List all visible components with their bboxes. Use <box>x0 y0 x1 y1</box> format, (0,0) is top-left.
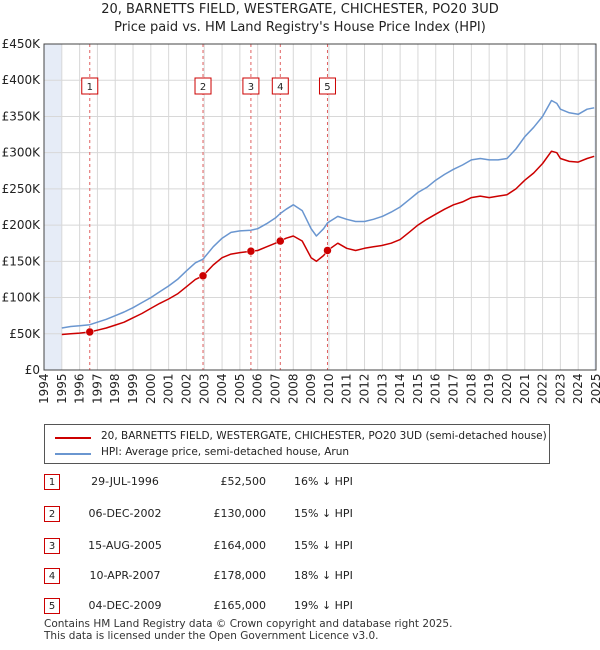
x-tick-label: 2013 <box>375 373 389 404</box>
transaction-number-badge: 2 <box>44 506 60 522</box>
x-tick-label: 2015 <box>411 373 425 404</box>
y-tick-label: £200K <box>2 218 42 232</box>
y-tick-label: £0 <box>25 363 40 377</box>
transaction-hpi-diff: 18% ↓ HPI <box>294 569 353 582</box>
transaction-price: £178,000 <box>213 569 267 582</box>
transaction-date: 15-AUG-2005 <box>88 539 162 552</box>
plot-border <box>43 43 597 371</box>
legend-label-price-paid: 20, BARNETTS FIELD, WESTERGATE, CHICHEST… <box>101 430 547 442</box>
sale-number-box <box>271 77 289 95</box>
transaction-hpi-diff: 15% ↓ HPI <box>294 507 353 520</box>
sale-number-label: 1 <box>87 82 93 93</box>
x-tick-label: 2000 <box>144 373 158 404</box>
transaction-number-badge: 4 <box>44 568 60 584</box>
footer-licence: This data is licensed under the Open Gov… <box>44 630 379 642</box>
x-tick-label: 2008 <box>286 373 300 404</box>
sale-number-box <box>194 77 212 95</box>
hpi-series-line <box>61 99 595 329</box>
x-tick-label: 2003 <box>197 373 211 404</box>
y-tick-label: £150K <box>2 254 42 268</box>
x-tick-label: 1995 <box>55 373 69 404</box>
legend: 20, BARNETTS FIELD, WESTERGATE, CHICHEST… <box>44 424 550 464</box>
transaction-hpi-diff: 15% ↓ HPI <box>294 539 353 552</box>
x-tick-label: 2004 <box>215 373 229 404</box>
x-tick-label: 2024 <box>571 373 585 404</box>
x-tick-label: 2022 <box>536 373 550 404</box>
x-tick-label: 1998 <box>108 373 122 404</box>
x-tick-label: 2010 <box>322 373 336 404</box>
x-tick-label: 1994 <box>37 373 51 404</box>
x-tick-label: 2025 <box>589 373 600 404</box>
y-tick-label: £350K <box>2 109 42 123</box>
y-tick-label: £250K <box>2 182 42 196</box>
legend-swatch-price-paid <box>55 437 91 439</box>
transaction-number-badge: 1 <box>44 474 60 490</box>
sale-point <box>246 246 256 256</box>
chart-subtitle: Price paid vs. HM Land Registry's House … <box>114 20 486 35</box>
x-tick-label: 2007 <box>268 373 282 404</box>
sale-point <box>276 236 285 246</box>
shaded-range <box>594 44 596 370</box>
x-tick-label: 2002 <box>179 373 193 404</box>
sale-number-box <box>81 77 99 95</box>
x-tick-label: 2012 <box>358 373 372 404</box>
transaction-number-badge: 5 <box>44 598 60 614</box>
sale-number-box <box>242 77 260 95</box>
shaded-range <box>44 44 62 370</box>
transaction-date: 04-DEC-2009 <box>88 599 162 612</box>
x-tick-label: 1997 <box>90 373 104 404</box>
sale-point <box>323 246 332 255</box>
y-tick-label: £400K <box>2 73 42 87</box>
transaction-price: £165,000 <box>213 599 267 612</box>
legend-label-hpi: HPI: Average price, semi-detached house,… <box>101 446 350 458</box>
x-tick-label: 2018 <box>464 373 478 404</box>
sale-number-box <box>318 77 336 95</box>
transaction-date: 06-DEC-2002 <box>88 507 162 520</box>
x-tick-label: 2016 <box>429 373 443 404</box>
sale-point <box>85 327 95 337</box>
x-tick-label: 2011 <box>340 373 354 404</box>
sale-number-label: 3 <box>248 82 254 93</box>
transaction-hpi-diff: 16% ↓ HPI <box>294 475 353 488</box>
x-tick-label: 2014 <box>393 373 407 404</box>
x-tick-label: 2019 <box>482 373 496 404</box>
y-tick-label: £100K <box>2 291 42 305</box>
chart-title: 20, BARNETTS FIELD, WESTERGATE, CHICHEST… <box>101 2 499 17</box>
transaction-price: £130,000 <box>213 507 267 520</box>
x-tick-label: 1999 <box>126 373 140 404</box>
x-tick-label: 1996 <box>73 373 87 404</box>
x-tick-label: 2005 <box>233 373 247 404</box>
footer-copyright: Contains HM Land Registry data © Crown c… <box>44 618 453 630</box>
transaction-date: 29-JUL-1996 <box>91 475 159 488</box>
transaction-date: 10-APR-2007 <box>89 569 161 582</box>
x-tick-label: 2017 <box>447 373 461 404</box>
sale-point <box>198 271 208 281</box>
x-tick-label: 2009 <box>304 373 318 404</box>
transaction-hpi-diff: 19% ↓ HPI <box>294 599 353 612</box>
legend-swatch-hpi <box>55 453 91 455</box>
transaction-price: £52,500 <box>220 475 267 488</box>
sale-number-label: 5 <box>324 82 330 93</box>
transaction-number-badge: 3 <box>44 538 60 554</box>
x-tick-label: 2023 <box>553 373 567 404</box>
x-tick-label: 2006 <box>251 373 265 404</box>
x-tick-label: 2001 <box>162 373 176 404</box>
sale-number-label: 4 <box>277 82 283 93</box>
price-chart: £0 £50K £100K £150K £200K £250K £300K £350K £400… <box>2 37 600 404</box>
transaction-price: £164,000 <box>213 539 267 552</box>
y-tick-label: £300K <box>2 146 42 160</box>
y-tick-label: £50K <box>9 327 41 341</box>
sale-number-label: 2 <box>200 82 206 93</box>
x-tick-label: 2020 <box>500 373 514 404</box>
y-tick-label: £450K <box>2 37 42 51</box>
x-tick-label: 2021 <box>518 373 532 404</box>
